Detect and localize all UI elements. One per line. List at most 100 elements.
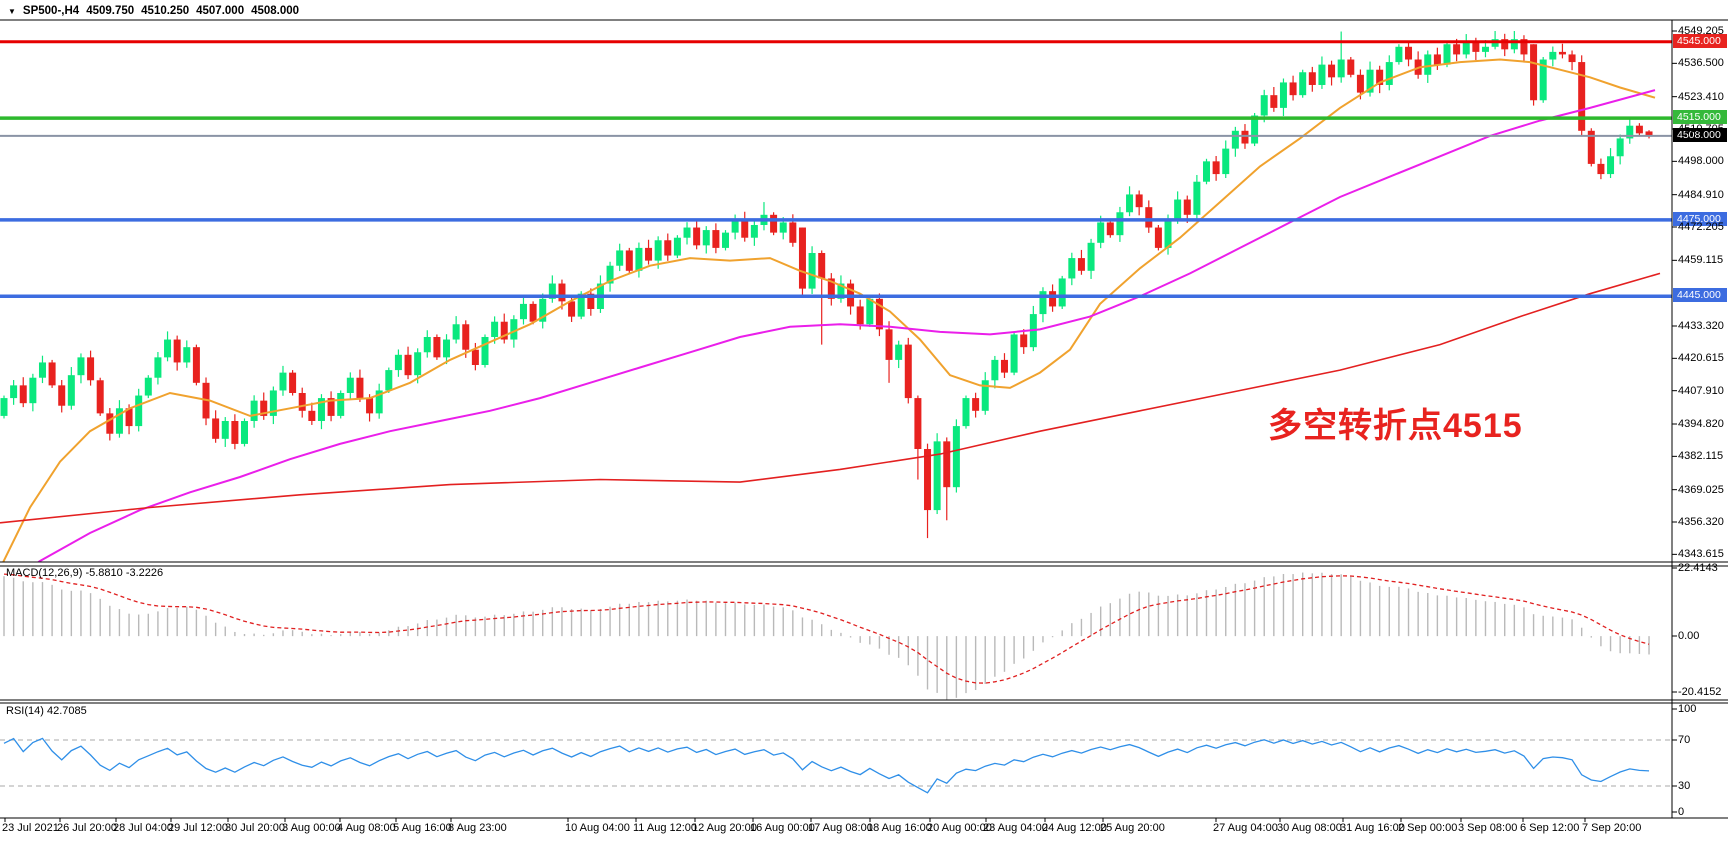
candle-bear [1270,95,1278,108]
candle-bear [645,247,653,261]
price-panel[interactable] [0,31,1661,589]
candle-bear [1049,291,1057,307]
candle-bull [548,283,556,299]
bar-open-value: 4509.750 [86,4,135,17]
ma-mid-magenta [36,89,1656,562]
candle-bear [1135,194,1143,208]
candle-bull [1395,46,1403,63]
candle-bull [1337,59,1345,78]
candle-bull [519,303,527,320]
candle-bull [1222,148,1230,175]
candle-bull [135,395,143,427]
candle-bull [1116,212,1124,236]
candle-bull [779,222,787,233]
candle-bull [1318,64,1326,85]
candle-bear [1645,131,1653,136]
candle-bear [1520,39,1528,55]
candle-bull [481,336,489,365]
candle-bull [750,224,758,238]
candle-bear [875,298,883,330]
candle-bull [337,392,345,416]
candle-bull [269,390,277,416]
candle-bull [250,400,258,421]
bar-high-value: 4510.250 [141,4,190,17]
candle-bull [1039,291,1047,315]
candle-bull [510,319,518,340]
candle-bull [837,283,845,299]
candle-bear [1328,64,1336,78]
candle-bear [827,278,835,299]
candle-bear [433,336,441,358]
candle-bear [1587,130,1595,164]
ma-slow-red [0,272,1661,524]
candle-bear [1501,39,1509,50]
candle-bull [221,420,229,439]
candle-bear [1308,72,1316,85]
candle-bear [798,227,806,289]
candle-bull [144,377,152,396]
candle-bull [385,370,393,391]
candle-bull [539,298,547,322]
candle-bull [1299,72,1307,96]
candle-bear [972,398,980,411]
candle-bear [1020,334,1028,348]
candle-bear [500,321,508,340]
candle-bear [125,408,133,427]
candle-bear [1183,199,1191,215]
symbol-dropdown-icon[interactable]: ▼ [8,6,16,16]
candle-bear [1530,44,1538,101]
candle-bull [962,398,970,427]
candle-bull [1174,199,1182,220]
candle-bear [885,329,893,360]
candle-bull [414,352,422,376]
candle-bear [1597,163,1605,175]
candle-bull [77,357,85,376]
candle-bull [1087,242,1095,271]
candle-bull [1164,219,1172,248]
candle-bull [346,377,354,393]
rsi-panel[interactable] [0,737,1672,794]
macd-panel[interactable] [3,572,1650,700]
candle-bear [289,372,297,393]
candle-bear [1376,69,1384,85]
candle-bull [808,252,816,289]
candle-bull [491,321,499,337]
candle-bull [683,227,691,238]
candle-bear [924,449,932,511]
candle-bear [19,385,27,404]
candle-bear [87,357,95,381]
candle-bull [722,232,729,248]
candle-bull [1385,62,1393,85]
candle-bull [991,359,999,381]
candle-bear [693,227,701,246]
candle-bull [10,385,18,399]
candle-bear [1578,62,1586,131]
candle-bull [731,219,739,233]
candle-bear [856,306,864,325]
bar-close-value: 4508.000 [251,4,300,17]
candle-bull [895,344,903,360]
candle-bull [1607,156,1615,175]
candle-bear [1356,74,1364,93]
candle-bull [1251,115,1259,144]
candle-bull [279,372,287,391]
candle-bear [1568,54,1576,63]
candle-bull [1126,194,1134,213]
candle-bear [587,293,595,309]
candle-bull [1443,44,1451,65]
candle-bull [1462,41,1470,55]
candle-bull [1549,51,1557,60]
candle-bull [1424,54,1432,75]
candle-bear [260,400,268,416]
candle-bull [452,324,460,340]
candle-bull [443,339,451,358]
candle-bear [1558,51,1566,55]
candle-bear [914,398,922,450]
candle-bull [164,339,172,358]
candle-bull [1010,334,1018,373]
candle-bear [568,301,576,317]
candle-bear [1000,359,1008,373]
candle-bear [1347,59,1355,75]
